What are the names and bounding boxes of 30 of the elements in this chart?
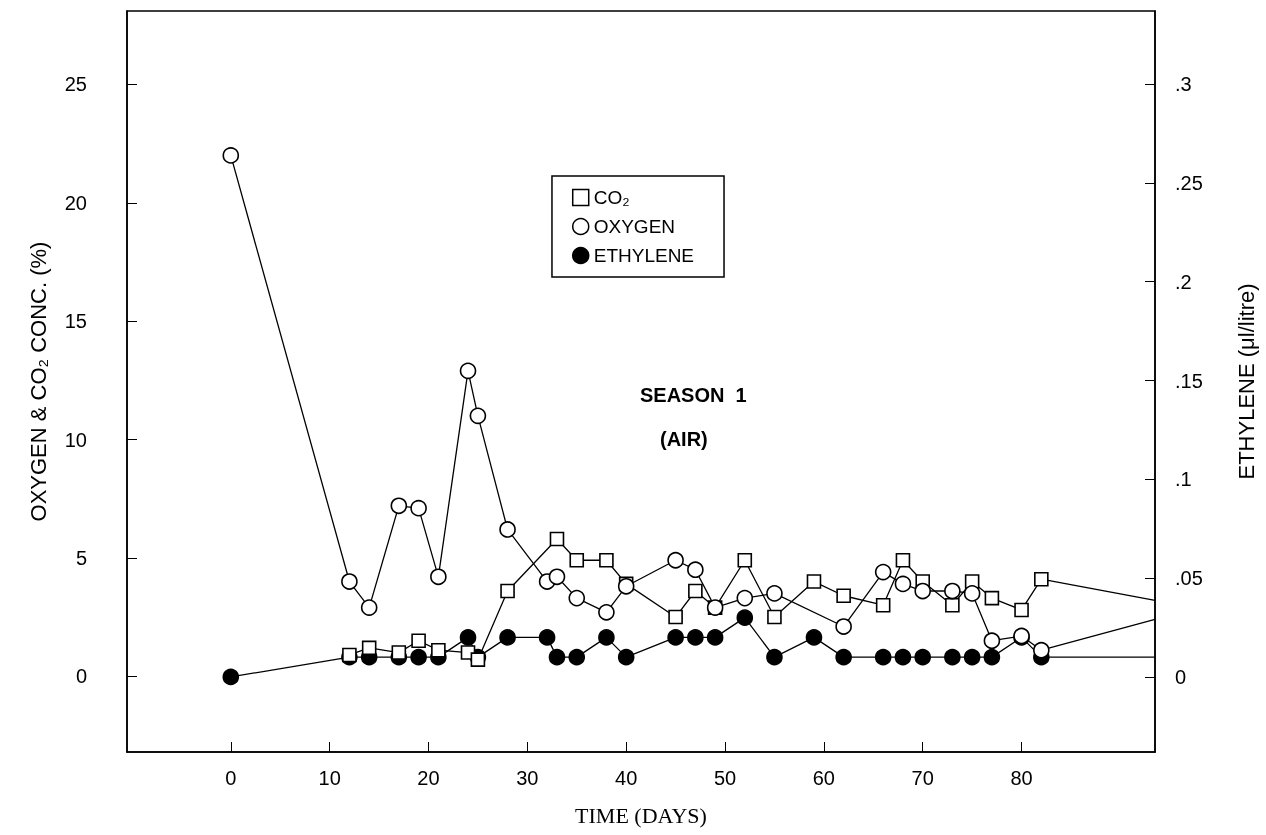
- x-tick-label: 80: [1010, 767, 1033, 789]
- x-tick-label: 40: [615, 767, 638, 789]
- x-tick-label: 60: [812, 767, 835, 789]
- x-tick-label: 0: [225, 767, 237, 789]
- x-tick-label: 20: [417, 767, 440, 789]
- x-tick-label: 10: [318, 767, 341, 789]
- y2-tick-label: .25: [1175, 171, 1203, 194]
- y-tick-label: 0: [75, 665, 87, 688]
- y-axis-title: OXYGEN & CO₂ CONC. (%): [25, 241, 51, 522]
- y2-axis-title: ETHYLENE (μl/litre): [1233, 283, 1259, 480]
- y-tick-label: 20: [64, 191, 87, 214]
- annotation: (AIR): [660, 428, 708, 450]
- legend-label: ETHYLENE: [593, 245, 695, 266]
- y2-tick-label: .2: [1175, 270, 1192, 293]
- y-tick-label: 25: [64, 73, 87, 96]
- x-axis-title: TIME (DAYS): [575, 802, 707, 828]
- y2-tick-label: 0: [1175, 665, 1187, 688]
- legend-label: OXYGEN: [593, 216, 676, 237]
- x-tick-label: 70: [911, 767, 934, 789]
- y-tick-label: 10: [64, 428, 87, 451]
- annotation: SEASON 1: [640, 384, 747, 406]
- y2-tick-label: .15: [1175, 369, 1203, 392]
- y2-tick-label: .1: [1175, 468, 1192, 491]
- y-tick-label: 15: [64, 310, 87, 333]
- y-tick-label: 5: [75, 546, 87, 569]
- y2-tick-label: .05: [1175, 567, 1203, 590]
- y2-tick-label: .3: [1175, 73, 1192, 96]
- x-tick-label: 50: [713, 767, 737, 789]
- legend-label: CO₂: [593, 187, 630, 208]
- x-tick-label: 30: [516, 767, 539, 789]
